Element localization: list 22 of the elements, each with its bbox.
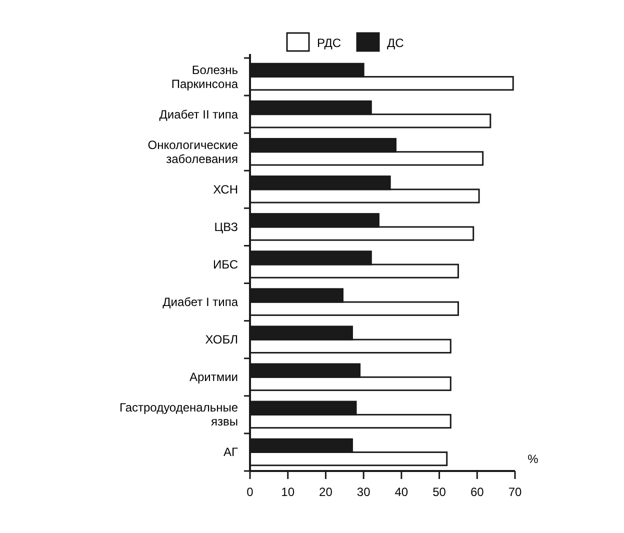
y-tick-label: ХСН [213,182,238,196]
y-tick-label: АГ [223,445,238,460]
x-tick-label: 70 [508,485,522,499]
legend-label: РДС [317,36,342,50]
y-tick-label: Диабет II типа [159,107,238,122]
y-tick-label: ХОБЛ [205,332,238,347]
legend-label: ДС [387,36,404,50]
x-tick-label: 0 [246,485,254,499]
y-tick-label: Гастродуоденальные язвы [120,400,238,429]
x-tick-label: 60 [470,485,484,499]
x-axis-title: % [528,452,539,466]
y-tick-label: ЦВЗ [214,220,238,234]
y-tick-label: Онкологические заболевания [148,138,238,166]
y-tick-label: Аритмии [189,370,238,384]
y-tick-label: Болезнь Паркинсона [171,62,238,91]
y-tick-label: ИБС [212,258,238,272]
x-tick-label: 20 [319,485,333,499]
x-tick-label: 40 [394,485,408,499]
y-tick-label: Диабет I типа [162,295,238,310]
x-tick-label: 10 [281,485,295,499]
x-tick-label: 30 [356,485,371,499]
x-tick-label: 50 [432,485,446,499]
